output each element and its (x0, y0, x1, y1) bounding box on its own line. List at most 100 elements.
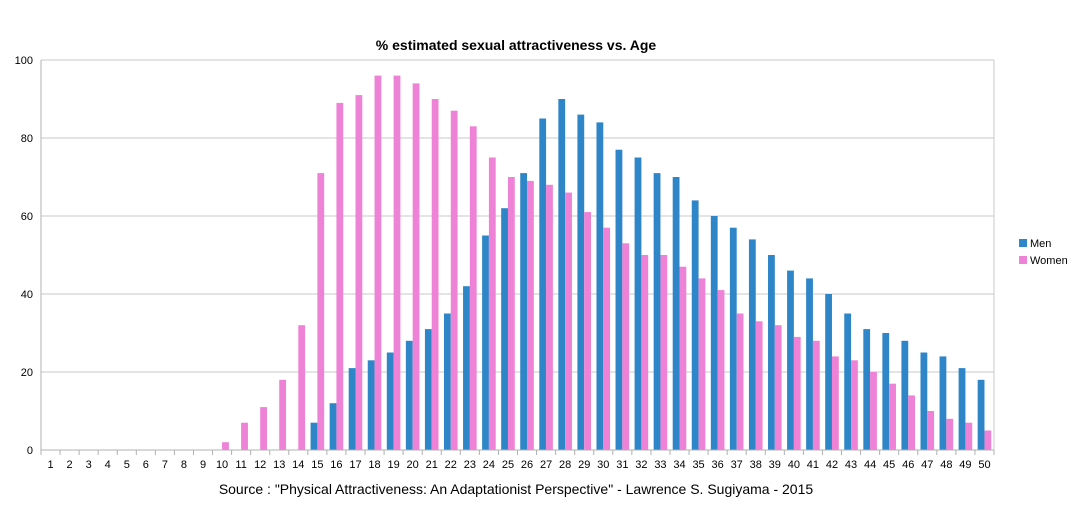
x-tick-label: 2 (67, 459, 73, 471)
bar-women (374, 75, 382, 450)
bar-men (596, 122, 604, 451)
legend: Men Women (1019, 238, 1068, 267)
bar-women (793, 336, 801, 450)
chart-title: % estimated sexual attractiveness vs. Ag… (376, 37, 657, 53)
bar-men (958, 368, 966, 450)
x-tick-label: 40 (788, 459, 800, 471)
x-tick-label: 17 (349, 459, 361, 471)
legend-swatch-men (1019, 239, 1027, 247)
bar-women (279, 379, 287, 450)
y-tick-label: 40 (21, 289, 33, 301)
x-tick-label: 46 (902, 459, 914, 471)
bar-women (393, 75, 401, 450)
x-tick-label: 8 (181, 459, 187, 471)
bar-women (717, 290, 725, 450)
bar-men (882, 333, 890, 450)
x-tick-label: 27 (540, 459, 552, 471)
x-tick-label: 5 (124, 459, 130, 471)
legend-label-men: Men (1030, 238, 1051, 250)
bar-women (641, 255, 649, 450)
bar-women (469, 126, 477, 451)
bar-women (908, 395, 916, 450)
x-tick-label: 13 (273, 459, 285, 471)
x-tick-label: 25 (502, 459, 514, 471)
x-tick-label: 19 (387, 459, 399, 471)
x-tick-label: 7 (162, 459, 168, 471)
x-tick-label: 41 (807, 459, 819, 471)
x-tick-label: 32 (635, 459, 647, 471)
bar-men (577, 114, 585, 450)
bar-women (965, 422, 973, 450)
x-tick-label: 16 (330, 459, 342, 471)
bar-women (679, 266, 687, 450)
x-tick-label: 36 (712, 459, 724, 471)
bar-women (831, 356, 839, 450)
bar-women (317, 173, 325, 450)
x-tick-label: 50 (978, 459, 990, 471)
bar-women (984, 430, 992, 450)
bar-men (787, 270, 794, 450)
x-tick-label: 24 (483, 459, 495, 471)
bar-men (748, 239, 756, 450)
bar-men (844, 313, 852, 450)
y-tick-label: 60 (21, 211, 33, 223)
legend-label-women: Women (1030, 255, 1068, 267)
bar-women (336, 102, 344, 451)
bar-men (615, 149, 623, 450)
x-tick-label: 39 (769, 459, 781, 471)
x-tick-label: 29 (578, 459, 590, 471)
legend-swatch-women (1019, 256, 1027, 264)
bar-men (310, 422, 318, 450)
bar-women (584, 212, 592, 450)
bar-women (851, 360, 858, 450)
x-tick-label: 22 (445, 459, 457, 471)
bar-men (443, 313, 451, 450)
bar-men (558, 99, 566, 450)
bar-women (546, 184, 553, 451)
x-tick-label: 37 (731, 459, 743, 471)
bar-women (889, 383, 896, 450)
x-tick-label: 11 (235, 459, 246, 471)
bar-men (405, 340, 413, 450)
bar-women (622, 243, 630, 450)
bar-women (698, 278, 706, 450)
bar-women (870, 372, 877, 450)
bar-women (927, 411, 935, 450)
bar-men (691, 200, 699, 450)
x-tick-label: 9 (200, 459, 206, 471)
y-tick-label: 100 (15, 55, 33, 67)
x-tick-label: 45 (883, 459, 895, 471)
bar-men (634, 157, 642, 450)
bar-men (729, 227, 737, 450)
bar-men (863, 329, 871, 450)
bar-women (355, 95, 363, 450)
x-tick-label: 18 (368, 459, 380, 471)
x-tick-label: 3 (86, 459, 92, 471)
x-tick-label: 26 (521, 459, 533, 471)
bar-men (367, 360, 375, 450)
x-tick-label: 14 (292, 459, 304, 471)
x-tick-label: 4 (105, 459, 111, 471)
bar-men (768, 255, 775, 450)
x-tick-label: 6 (143, 459, 149, 471)
x-tick-label: 12 (254, 459, 266, 471)
bar-men (653, 173, 661, 450)
bar-women (260, 407, 267, 450)
x-tick-label: 1 (47, 459, 53, 471)
x-tick-label: 15 (311, 459, 323, 471)
x-tick-label: 38 (750, 459, 762, 471)
bar-men (386, 352, 394, 450)
x-tick-label: 49 (959, 459, 971, 471)
y-tick-label: 80 (21, 133, 33, 145)
bar-men (672, 177, 680, 450)
bar-men (329, 403, 337, 450)
bar-men (939, 356, 947, 450)
bar-men (710, 216, 718, 450)
bar-men (539, 118, 547, 450)
bar-women (412, 83, 420, 451)
bar-men (920, 352, 928, 450)
bar-men (482, 235, 489, 450)
bar-men (463, 286, 470, 450)
